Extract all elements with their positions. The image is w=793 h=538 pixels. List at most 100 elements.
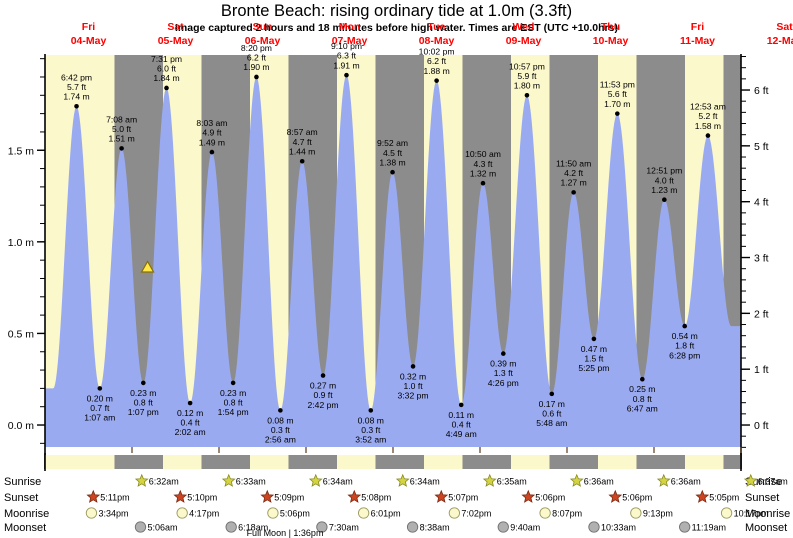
low-tide-label: 0.3 ft [361,425,381,435]
moonrise-time: 8:07pm [552,509,582,519]
moonrise-time: 6:01pm [371,509,401,519]
sunrise-time: 6:33am [236,477,266,487]
high-tide-label: 8:20 pm [241,43,272,53]
left-axis-tick-label: 0.0 m [8,420,35,432]
high-tide-label: 7:08 am [106,114,137,124]
high-tide-label: 4.7 ft [293,137,313,147]
low-tide-label: 0.8 ft [224,397,244,407]
sunset-time: 5:11pm [100,493,129,503]
day-name-label: Sat [167,21,184,33]
day-name-label: Sun [253,21,273,33]
right-axis-tick-label: 3 ft [754,253,769,265]
moonset-icon [406,521,419,533]
high-tide-label: 10:02 pm [419,47,455,57]
sunset-time: 5:09pm [274,493,304,503]
moonset-icon [588,521,600,533]
moonrise-icon [267,507,279,519]
low-tide-label: 0.3 ft [271,425,291,435]
low-tide-label: 3:32 pm [398,391,429,401]
low-tide-label: 0.47 m [581,344,607,354]
page-title: Bronte Beach: rising ordinary tide at 1.… [220,2,573,20]
sunrise-icon [743,473,758,487]
high-tide-label: 4.0 ft [655,175,675,185]
low-tide-label: 0.8 ft [633,394,653,404]
right-axis-tick-label: 1 ft [754,364,769,376]
sunrise-icon [134,473,149,487]
almanac-row-label-right-moonset: Moonset [745,522,787,534]
low-tide-label: 0.23 m [220,388,246,398]
right-axis-tick-label: 5 ft [754,141,769,153]
day-date-label: 10-May [593,35,629,47]
low-tide-label: 0.7 ft [90,403,110,413]
high-tide-label: 8:03 am [196,118,227,128]
high-tide-label: 4.2 ft [564,168,584,178]
sunset-icon [86,489,101,503]
high-tide-label: 5.7 ft [67,82,87,92]
sunrise-time: 6:36am [671,477,701,487]
low-tide-label: 0.27 m [310,381,336,391]
moonset-time: 9:40am [510,523,540,533]
moonrise-icon [85,507,98,519]
low-tide-label: 1:07 pm [128,407,159,417]
high-tide-label: 1.74 m [63,91,89,101]
moon-phase-label: Full Moon | 1:36pm [247,528,324,538]
sunrise-icon [482,473,497,487]
low-tide-label: 1:07 am [84,413,115,423]
low-tide-label: 2:02 am [175,427,206,437]
sunrise-icon [569,473,584,487]
almanac-row-label-moonset: Moonset [4,522,46,534]
moonrise-icon [176,507,188,519]
moonrise-time: 10:17pm [734,509,769,519]
footer-day-night-bands [44,453,742,471]
moonset-time: 6:18am [238,523,268,533]
high-tide-label: 1.38 m [379,157,405,167]
sunset-icon [434,489,449,503]
sunrise-time: 6:34am [410,477,440,487]
day-name-label: Wed [513,21,535,33]
day-name-label: Tue [428,21,446,33]
capture-time-marker [140,260,155,273]
high-tide-label: 5.9 ft [517,71,537,81]
left-axis-tick-label: 0.5 m [8,328,35,340]
low-tide-label: 0.6 ft [542,408,562,418]
high-tide-label: 1.58 m [695,121,721,131]
moonrise-time: 7:02pm [461,509,491,519]
sunset-icon [521,489,536,503]
low-tide-label: 1:54 pm [218,407,249,417]
day-headers: Fri 04-May Sat 05-May Sun 06-May Mon 07-May Tue 0… [71,21,793,453]
moonset-time: 8:38am [420,523,450,533]
moonrise-icon [539,507,551,519]
right-axis-ticks: 0 ft 1 ft 2 ft 3 ft 4 ft 5 ft 6 ft [741,56,769,448]
day-name-label: Fri [691,21,705,33]
high-tide-labels: 6:42 pm5.7 ft1.74 m 7:08 am5.0 ft1.51 m 7:… [61,41,726,203]
almanac-row-label-sunrise: Sunrise [4,476,41,488]
low-tide-label: 0.08 m [358,415,384,425]
low-tide-label: 0.8 ft [134,397,154,407]
right-axis-tick-label: 0 ft [754,420,769,432]
high-tide-label: 12:51 pm [646,166,682,176]
sunset-icon [608,489,623,503]
almanac-row-label-right-moonrise: Moonrise [745,508,790,520]
low-tide-labels: 0.20 m0.7 ft1:07 am0.23 m0.8 ft1:07 pm 0.… [84,323,700,445]
high-tide-label: 1.49 m [199,137,225,147]
moonset-icon [497,521,509,533]
high-tide-label: 10:57 pm [509,61,545,71]
high-tide-label: 5.0 ft [112,124,132,134]
almanac-row-label-sunset: Sunset [4,492,38,504]
left-axis-ticks: 0.0 m 0.5 m 1.0 m 1.5 m [8,58,45,444]
sunrise-time: 6:37am [758,477,788,487]
sunset-time: 5:06pm [535,493,565,503]
sunset-time: 5:10pm [187,493,217,503]
day-date-label: 09-May [506,35,542,47]
moonset-time: 5:06am [147,523,177,533]
high-tide-label: 1.32 m [470,168,496,178]
high-tide-label: 9:52 am [377,138,408,148]
day-date-label: 07-May [332,35,368,47]
day-date-label: 08-May [419,35,455,47]
sunset-time: 5:07pm [448,493,478,503]
sunrise-icon [656,473,671,487]
high-tide-label: 4.3 ft [473,159,493,169]
low-tide-label: 2:56 am [265,435,296,445]
